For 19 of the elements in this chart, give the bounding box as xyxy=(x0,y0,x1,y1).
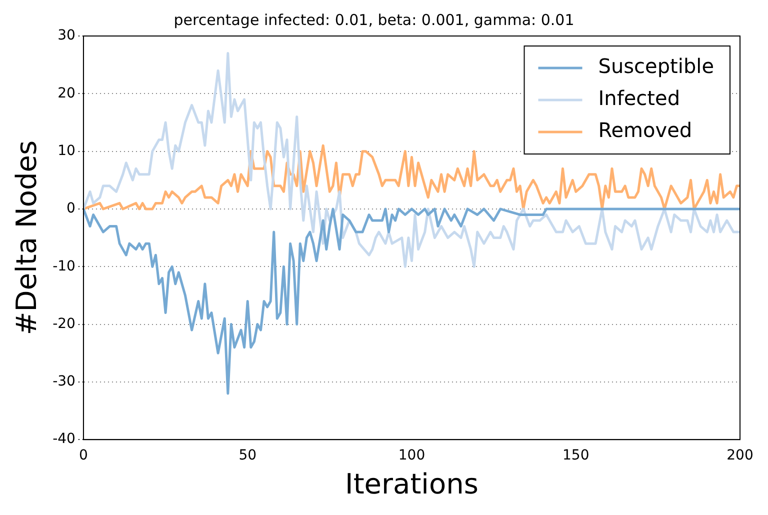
y-tick-label: 10 xyxy=(58,142,76,159)
x-tick-label: 50 xyxy=(238,448,257,464)
x-tick-label: 150 xyxy=(562,448,590,464)
x-axis-title: Iterations xyxy=(345,467,478,500)
legend-label: Infected xyxy=(598,86,680,110)
x-tick-label: 200 xyxy=(726,448,754,464)
y-tick-label: -30 xyxy=(52,374,76,390)
x-tick-label: 100 xyxy=(398,448,426,464)
y-tick-label: -40 xyxy=(52,431,76,448)
chart-title: percentage infected: 0.01, beta: 0.001, gamma: 0.01 xyxy=(174,10,574,29)
y-tick-label: 20 xyxy=(58,85,76,102)
y-axis-title: #Delta Nodes xyxy=(10,140,44,336)
x-tick-label: 0 xyxy=(79,448,88,464)
y-tick-label: -20 xyxy=(52,316,76,332)
y-tick-label: 30 xyxy=(58,28,76,44)
legend-label: Removed xyxy=(598,118,692,142)
y-tick-label: 0 xyxy=(66,200,76,217)
y-tick-label: -10 xyxy=(52,258,76,274)
legend-label: Susceptible xyxy=(598,54,714,78)
